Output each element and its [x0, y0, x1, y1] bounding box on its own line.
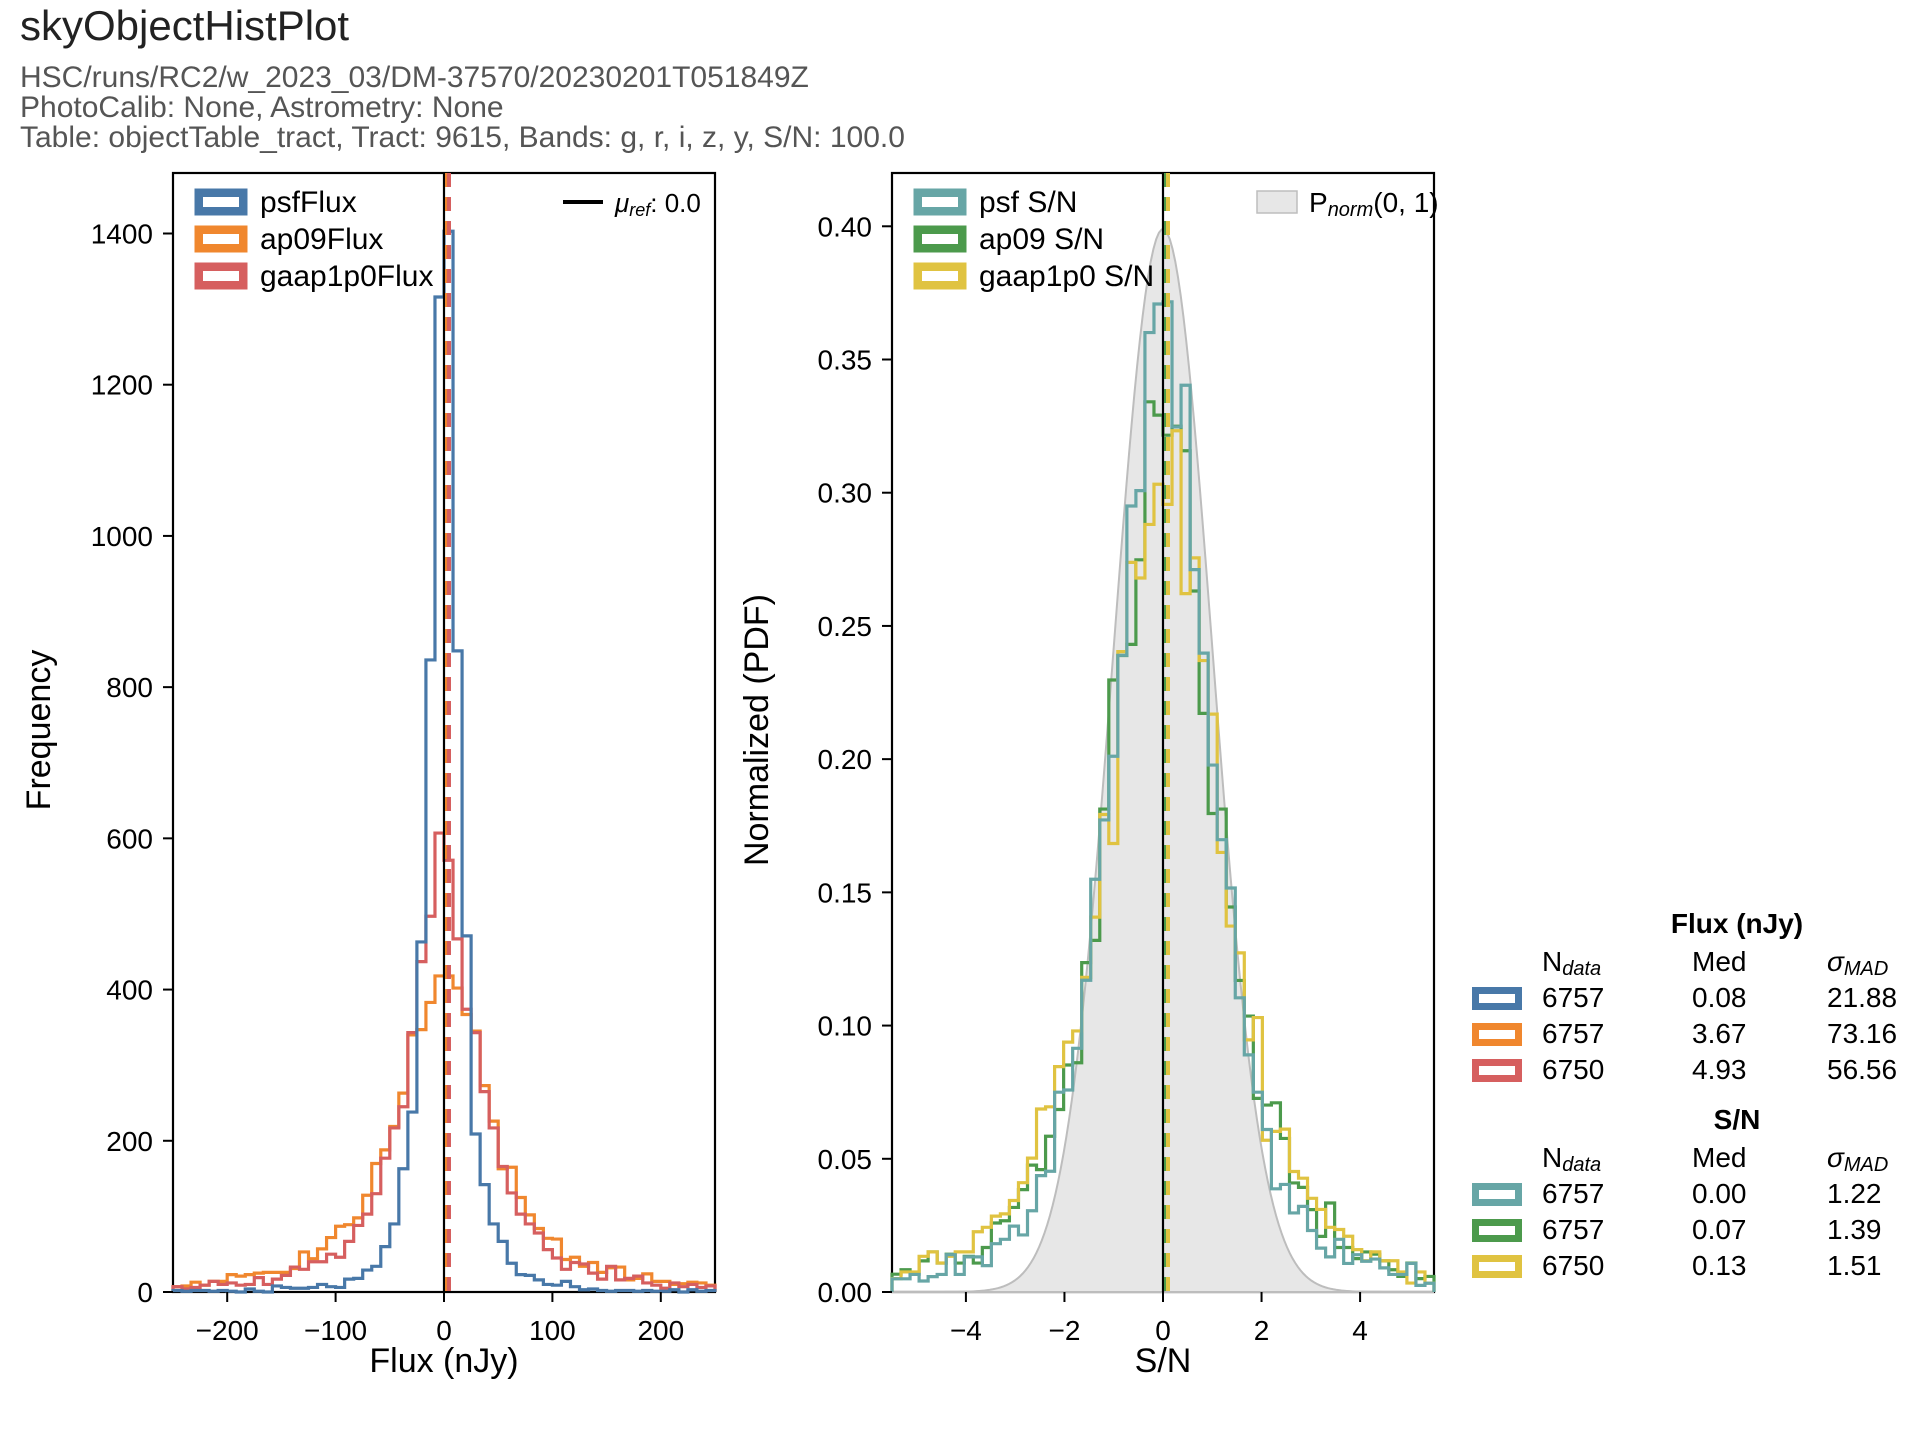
svg-text:0.00: 0.00	[818, 1277, 873, 1308]
svg-text:psf S/N: psf S/N	[979, 186, 1077, 219]
svg-text:4: 4	[1352, 1315, 1368, 1346]
svg-text:800: 800	[106, 672, 153, 703]
svg-text:0.20: 0.20	[818, 744, 873, 775]
svg-text:0.25: 0.25	[818, 611, 873, 642]
svg-text:0.40: 0.40	[818, 211, 873, 242]
svg-text:2: 2	[1254, 1315, 1270, 1346]
svg-text:μref: 0.0: μref: 0.0	[614, 188, 701, 220]
svg-text:S/N: S/N	[1135, 1342, 1192, 1380]
svg-text:0.15: 0.15	[818, 877, 873, 908]
svg-text:ap09Flux: ap09Flux	[260, 223, 383, 256]
svg-text:−2: −2	[1048, 1315, 1080, 1346]
svg-text:psfFlux: psfFlux	[260, 186, 357, 219]
svg-text:gaap1p0 S/N: gaap1p0 S/N	[979, 260, 1154, 293]
svg-text:Normalized (PDF): Normalized (PDF)	[738, 594, 776, 866]
svg-text:−4: −4	[950, 1315, 982, 1346]
svg-text:0: 0	[137, 1277, 153, 1308]
svg-text:1000: 1000	[91, 521, 153, 552]
svg-text:200: 200	[637, 1315, 684, 1346]
svg-text:200: 200	[106, 1126, 153, 1157]
svg-text:0.10: 0.10	[818, 1011, 873, 1042]
svg-text:gaap1p0Flux: gaap1p0Flux	[260, 260, 433, 293]
svg-text:−100: −100	[304, 1315, 367, 1346]
svg-text:1200: 1200	[91, 370, 153, 401]
svg-text:0.30: 0.30	[818, 478, 873, 509]
svg-text:Flux (nJy): Flux (nJy)	[369, 1342, 518, 1380]
svg-text:ap09 S/N: ap09 S/N	[979, 223, 1104, 256]
svg-text:100: 100	[529, 1315, 576, 1346]
svg-text:1400: 1400	[91, 218, 153, 249]
svg-text:600: 600	[106, 823, 153, 854]
svg-text:−200: −200	[196, 1315, 259, 1346]
svg-text:Frequency: Frequency	[20, 650, 58, 811]
svg-text:0.05: 0.05	[818, 1144, 873, 1175]
svg-text:0.35: 0.35	[818, 345, 873, 376]
svg-text:400: 400	[106, 975, 153, 1006]
svg-text:Pnorm(0, 1): Pnorm(0, 1)	[1309, 187, 1439, 221]
